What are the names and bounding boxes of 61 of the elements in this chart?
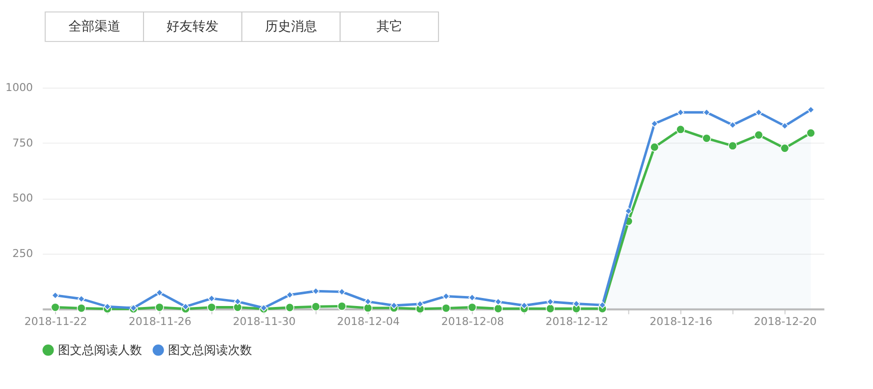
point bbox=[702, 108, 710, 116]
point bbox=[546, 304, 555, 314]
point bbox=[338, 288, 346, 296]
point bbox=[155, 302, 164, 312]
point bbox=[650, 120, 658, 128]
x-tick-label: 2018-12-12 bbox=[545, 315, 608, 328]
text: 历史消息 bbox=[265, 20, 317, 35]
point bbox=[78, 295, 86, 303]
point bbox=[494, 298, 502, 306]
legend-label: 图文总阅读次数 bbox=[168, 343, 252, 358]
y-tick-label: 750 bbox=[12, 136, 34, 150]
x-tick-label: 2018-12-08 bbox=[441, 315, 504, 328]
legend-label: 图文总阅读人数 bbox=[58, 343, 142, 358]
x-tick-label: 2018-11-22 bbox=[24, 315, 88, 328]
point bbox=[52, 292, 59, 300]
point bbox=[337, 302, 346, 311]
text: 全部渠道 bbox=[68, 20, 120, 35]
point bbox=[468, 302, 477, 312]
point bbox=[363, 303, 372, 312]
point bbox=[207, 302, 216, 312]
point bbox=[650, 142, 660, 152]
point bbox=[780, 144, 790, 153]
point bbox=[286, 291, 294, 299]
point bbox=[754, 130, 764, 140]
y-tick-label: 500 bbox=[12, 192, 34, 205]
point bbox=[76, 304, 86, 313]
point bbox=[572, 300, 580, 308]
point bbox=[807, 106, 815, 114]
x-tick-label: 2018-12-16 bbox=[650, 315, 713, 328]
point bbox=[442, 304, 451, 313]
point bbox=[728, 141, 738, 150]
text: 好友转发 bbox=[166, 20, 219, 35]
x-tick-label: 2018-11-26 bbox=[128, 315, 192, 328]
point bbox=[390, 302, 398, 310]
point bbox=[676, 124, 686, 134]
point bbox=[624, 207, 632, 215]
point bbox=[676, 108, 684, 116]
point bbox=[285, 303, 294, 312]
point bbox=[208, 294, 216, 302]
text: 其它 bbox=[376, 18, 402, 35]
point bbox=[416, 300, 424, 308]
point bbox=[494, 304, 503, 314]
point bbox=[781, 122, 788, 130]
point bbox=[156, 289, 164, 296]
point bbox=[50, 302, 60, 312]
y-tick-label: 250 bbox=[12, 246, 34, 260]
point bbox=[702, 134, 712, 143]
point bbox=[311, 302, 320, 312]
point bbox=[755, 108, 762, 116]
point bbox=[234, 298, 242, 306]
point bbox=[468, 294, 476, 302]
x-tick-label: 2018-12-04 bbox=[337, 315, 400, 328]
point bbox=[806, 128, 816, 138]
point bbox=[546, 298, 554, 306]
point bbox=[520, 302, 528, 310]
point bbox=[442, 292, 450, 300]
x-tick-label: 2018-12-20 bbox=[754, 315, 817, 328]
point bbox=[598, 301, 606, 309]
y-tick-label: 1000 bbox=[5, 81, 34, 94]
x-tick-label: 2018-11-30 bbox=[232, 315, 296, 328]
point bbox=[364, 298, 372, 306]
